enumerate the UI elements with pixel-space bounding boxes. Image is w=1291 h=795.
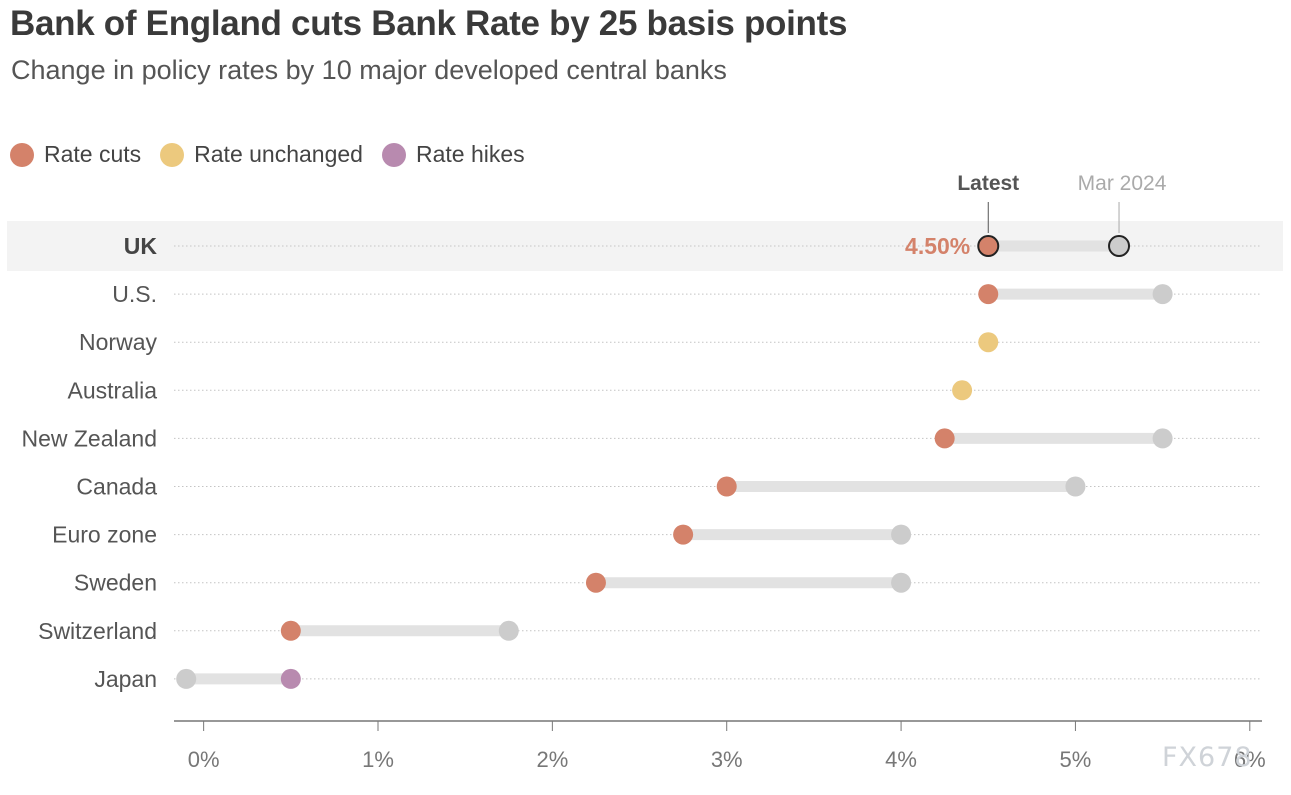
- dot-latest-u-s: [978, 284, 999, 305]
- dot-mar2024-uk: [1108, 235, 1131, 257]
- dot-mar2024-sweden: [891, 572, 912, 593]
- row-label-new-zealand: New Zealand: [21, 425, 157, 451]
- row-label-sweden: Sweden: [74, 570, 157, 596]
- legend-swatch-rate-hikes: [381, 142, 406, 167]
- row-label-norway: Norway: [79, 329, 157, 355]
- dot-latest-sweden: [585, 572, 606, 593]
- watermark: FX678: [1162, 742, 1253, 773]
- row-label-australia: Australia: [68, 377, 158, 403]
- row-label-japan: Japan: [94, 666, 157, 692]
- legend-swatch-rate-unchanged: [160, 142, 185, 167]
- mar2024-annotation: Mar 2024: [1078, 172, 1167, 195]
- x-tick-label-1: 1%: [362, 747, 394, 772]
- highlight-value-label: 4.50%: [905, 233, 970, 259]
- dot-latest-norway: [978, 332, 999, 353]
- chart-title: Bank of England cuts Bank Rate by 25 bas…: [10, 4, 848, 43]
- latest-annotation: Latest: [957, 172, 1019, 195]
- dot-mar2024-euro-zone: [891, 524, 912, 545]
- x-tick-label-5: 5%: [1060, 747, 1092, 772]
- legend-item-rate-cuts: Rate cuts: [10, 141, 141, 168]
- legend-item-rate-unchanged: Rate unchanged: [160, 141, 363, 168]
- legend-swatch-rate-cuts: [10, 142, 34, 167]
- legend-item-rate-hikes: Rate hikes: [381, 141, 525, 168]
- dot-mar2024-japan: [176, 668, 197, 689]
- row-label-canada: Canada: [76, 474, 157, 500]
- dot-mar2024-canada: [1065, 476, 1086, 497]
- legend-label-rate-hikes: Rate hikes: [415, 141, 525, 167]
- dot-mar2024-new-zealand: [1152, 428, 1173, 449]
- dot-latest-uk: [977, 235, 1000, 257]
- dot-latest-switzerland: [280, 620, 301, 641]
- x-tick-label-4: 4%: [885, 747, 917, 772]
- legend: Rate cuts Rate unchanged Rate hikes: [10, 141, 544, 168]
- x-tick-label-0: 0%: [188, 747, 220, 772]
- row-label-uk: UK: [124, 233, 158, 259]
- x-tick-label-3: 3%: [711, 747, 743, 772]
- legend-label-rate-unchanged: Rate unchanged: [194, 141, 363, 167]
- legend-label-rate-cuts: Rate cuts: [44, 141, 142, 167]
- x-tick-label-2: 2%: [536, 747, 568, 772]
- row-label-euro-zone: Euro zone: [52, 522, 157, 548]
- x-tick-label-6: 6%: [1234, 747, 1266, 772]
- dot-latest-euro-zone: [673, 524, 694, 545]
- dot-latest-new-zealand: [934, 428, 955, 449]
- chart-subtitle: Change in policy rates by 10 major devel…: [11, 55, 727, 85]
- dot-latest-australia: [952, 380, 973, 401]
- dot-latest-canada: [716, 476, 737, 497]
- dot-mar2024-u-s: [1152, 284, 1173, 305]
- row-label-u-s: U.S.: [112, 281, 157, 307]
- dot-latest-japan: [280, 668, 301, 689]
- dot-mar2024-switzerland: [498, 620, 519, 641]
- row-label-switzerland: Switzerland: [38, 618, 157, 644]
